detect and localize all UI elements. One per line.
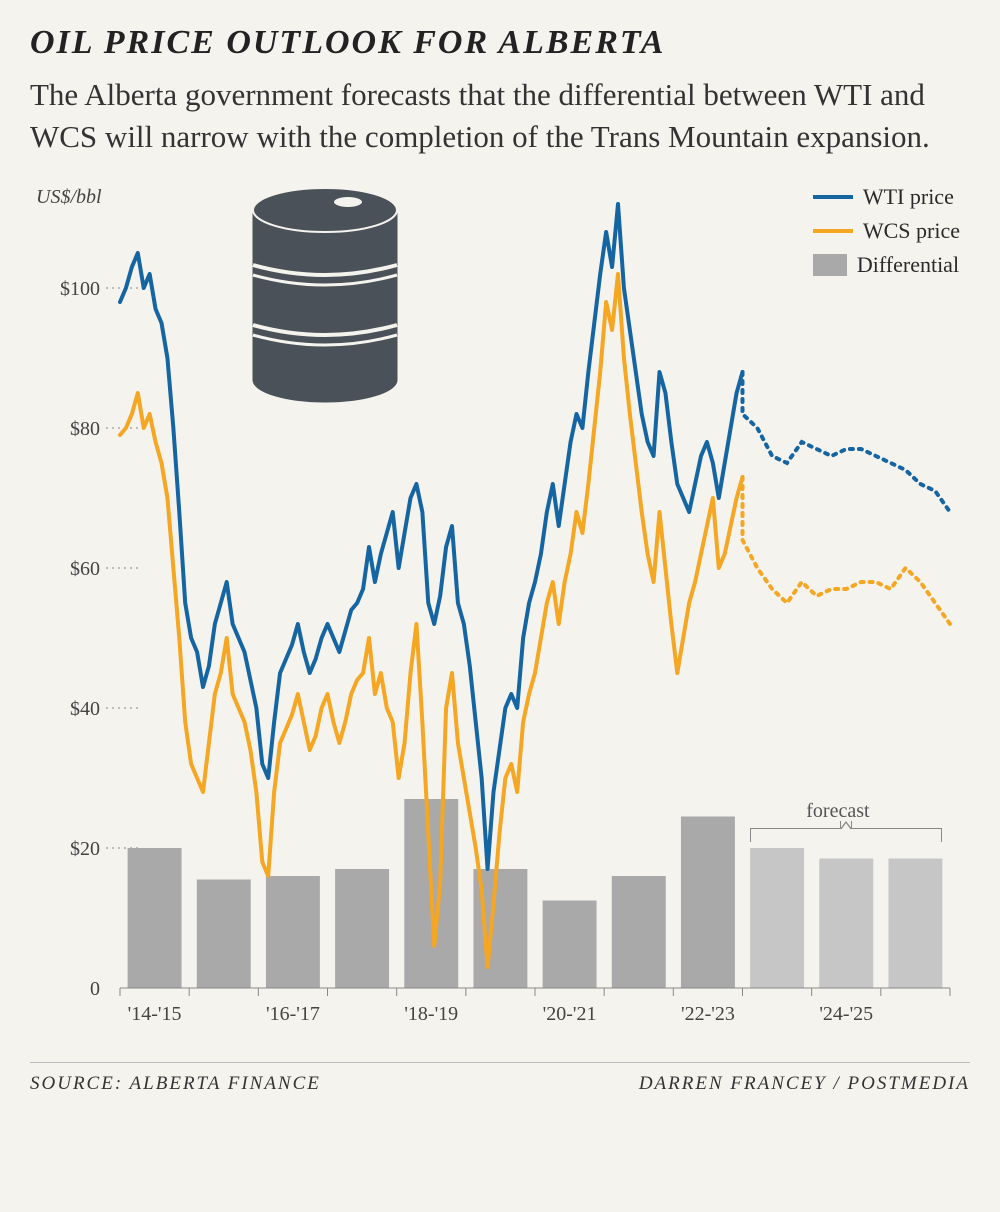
- svg-text:'16-'17: '16-'17: [266, 1003, 320, 1025]
- chart-legend: WTI price WCS price Differential: [813, 184, 960, 286]
- legend-label-wti: WTI price: [863, 184, 954, 210]
- svg-text:$80: $80: [70, 418, 100, 440]
- svg-text:'18-'19: '18-'19: [404, 1003, 458, 1025]
- footer-divider: [30, 1062, 970, 1063]
- svg-text:$100: $100: [60, 278, 100, 300]
- svg-text:$60: $60: [70, 558, 100, 580]
- legend-item-wti: WTI price: [813, 184, 960, 210]
- svg-text:'24-'25: '24-'25: [819, 1003, 873, 1025]
- svg-text:'20-'21: '20-'21: [543, 1003, 597, 1025]
- chart-area: US$/bbl 0 $20 $40 $60 $80 $100 '14-'15 '16-'17 '…: [30, 168, 970, 1048]
- oil-barrel-icon: [230, 180, 420, 410]
- legend-label-wcs: WCS price: [863, 218, 960, 244]
- svg-text:0: 0: [90, 978, 100, 1000]
- y-axis-unit-label: US$/bbl: [36, 186, 102, 209]
- chart-title: OIL PRICE OUTLOOK FOR ALBERTA: [30, 24, 970, 62]
- forecast-bracket: [750, 828, 942, 842]
- legend-label-diff: Differential: [857, 252, 959, 278]
- chart-subtitle: The Alberta government forecasts that th…: [30, 74, 970, 158]
- legend-item-diff: Differential: [813, 252, 960, 278]
- svg-text:$20: $20: [70, 838, 100, 860]
- legend-swatch-diff: [813, 254, 847, 276]
- combo-chart: 0 $20 $40 $60 $80 $100 '14-'15 '16-'17 '18-'19 '2…: [30, 168, 970, 1048]
- source-label: SOURCE: ALBERTA FINANCE: [30, 1073, 321, 1095]
- legend-swatch-wti: [813, 195, 853, 199]
- svg-text:$40: $40: [70, 698, 100, 720]
- svg-text:'14-'15: '14-'15: [128, 1003, 182, 1025]
- legend-swatch-wcs: [813, 229, 853, 233]
- forecast-label: forecast: [806, 800, 869, 823]
- svg-text:'22-'23: '22-'23: [681, 1003, 735, 1025]
- legend-item-wcs: WCS price: [813, 218, 960, 244]
- credit-label: DARREN FRANCEY / POSTMEDIA: [639, 1073, 970, 1095]
